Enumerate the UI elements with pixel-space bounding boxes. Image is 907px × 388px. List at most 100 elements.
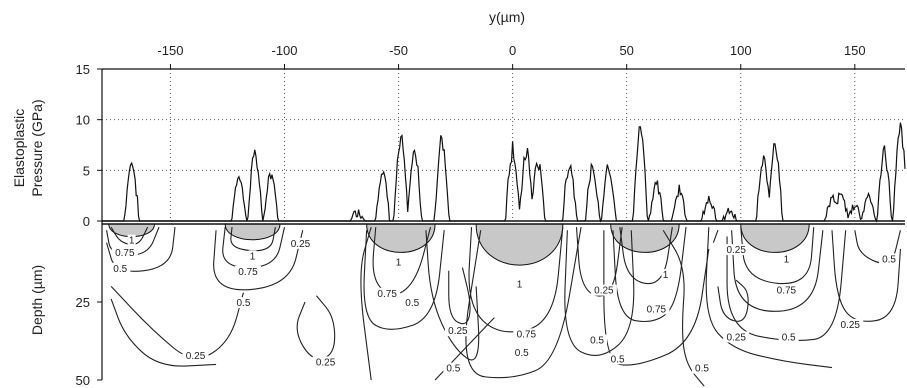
contour-line [712, 230, 719, 243]
plastic-zone [475, 223, 564, 266]
contour-label-bg [394, 256, 403, 268]
contour-label: 0.75 [238, 267, 258, 278]
contour-label-bg [182, 350, 209, 362]
x-tick-label: 0 [509, 43, 516, 58]
plastic-zone [366, 223, 436, 253]
contour-line [110, 286, 244, 359]
contour-label-bg [248, 250, 257, 262]
top-y-tick-label: 10 [76, 113, 90, 128]
contour-label: 0.5 [236, 298, 250, 309]
contour-label-bg [511, 347, 532, 359]
contour-label-bg [723, 244, 750, 256]
plastic-zone-layer [108, 223, 810, 266]
contour-label-bg [661, 269, 670, 281]
contour-label-bg [444, 325, 471, 337]
contour-label-bg [837, 318, 864, 330]
plastic-zone [610, 223, 680, 253]
contour-label-bg [515, 278, 524, 290]
contour-label: 0.25 [316, 357, 336, 368]
contour-line [222, 226, 286, 269]
contour-label-bg [287, 237, 314, 249]
contour-label: 1 [517, 279, 523, 290]
contour-label: 0.25 [291, 239, 311, 250]
contour-line [740, 227, 815, 285]
contour-label-bg [782, 253, 791, 265]
bottom-y-tick-label: 50 [76, 373, 90, 388]
contour-line [434, 317, 495, 381]
bottom-y-axis-label: Depth (µm) [29, 265, 45, 335]
contour-label-bg [778, 331, 799, 343]
plastic-zone [224, 223, 281, 241]
contour-line [717, 279, 749, 322]
contour-line [110, 298, 217, 367]
contour-label: 0.75 [517, 329, 537, 340]
top-y-tick-label: 5 [83, 163, 90, 178]
contour-line [110, 226, 149, 246]
contour-label: 1 [129, 236, 135, 247]
contour-line [564, 230, 635, 356]
contour-line [612, 227, 687, 323]
contour-label-layer: 1 0.75 0.5 0.25 1 0.75 0.5 0.25 0.25 1 0.75 0.5 0.25… [110, 234, 900, 375]
contour-label: 0.5 [405, 298, 419, 309]
contour-line [448, 267, 471, 325]
contour-label: 0.25 [448, 326, 468, 337]
contour-line [465, 227, 582, 379]
contour-line [662, 229, 705, 387]
contour-label: 0.75 [647, 304, 667, 315]
contour-line [831, 230, 901, 322]
contour-label: 0.75 [777, 286, 797, 297]
contour-label-bg [723, 331, 750, 343]
contour-label: 0.25 [726, 245, 746, 256]
contour-label: 0.5 [113, 264, 127, 275]
contour-label: 0.5 [590, 336, 604, 347]
x-axis-label: y(µm) [489, 9, 525, 25]
contour-label: 0.25 [726, 332, 746, 343]
contour-label: 1 [250, 251, 256, 262]
contour-label: 1 [663, 270, 669, 281]
contour-line [213, 230, 304, 291]
x-tick-label: 150 [844, 43, 866, 58]
contour-label-bg [590, 284, 617, 296]
contour-label-bg [111, 247, 138, 259]
contour-line [468, 227, 564, 333]
top-y-tick-label: 15 [76, 62, 90, 77]
contour-label-bg [443, 362, 464, 374]
contour-line [363, 230, 445, 330]
contour-label-bg [235, 265, 261, 277]
contour-label-bg [233, 297, 254, 309]
contour-label: 0.25 [186, 351, 206, 362]
contour-label-bg [374, 287, 401, 299]
top-y-axis-label-line1: Elastoplastic [11, 109, 27, 188]
contour-label-bg [879, 253, 900, 265]
pressure-series-line [102, 122, 906, 223]
contour-label-bg [110, 262, 131, 274]
contour-label: 0.25 [594, 286, 614, 297]
contour-label-bg [127, 234, 136, 246]
contour-label-bg [773, 284, 800, 296]
x-tick-label: -50 [389, 43, 408, 58]
contour-label: 0.5 [782, 332, 796, 343]
contour-label: 0.5 [446, 364, 460, 375]
contour-line [603, 230, 710, 366]
contour-label-bg [513, 328, 540, 340]
tick-layer: -150 -100 -50 0 50 100 150 0 5 10 15 25 50 [76, 43, 866, 388]
contour-label: 1 [784, 254, 790, 265]
contour-line [230, 227, 276, 252]
contour-label-bg [607, 353, 628, 365]
contour-label: 0.5 [882, 254, 896, 265]
contour-label: 0.5 [611, 354, 625, 365]
x-tick-label: -150 [157, 43, 183, 58]
bottom-y-tick-label: 25 [76, 295, 90, 310]
contour-line [296, 295, 336, 360]
contour-line [360, 226, 372, 381]
x-tick-label: 100 [730, 43, 752, 58]
contour-label-bg [643, 303, 670, 315]
plastic-zone [740, 223, 810, 253]
contour-label-bg [691, 362, 712, 374]
top-y-tick-label: 0 [83, 214, 90, 229]
x-tick-label: -100 [271, 43, 297, 58]
x-tick-label: 50 [619, 43, 633, 58]
contour-label-bg [312, 356, 339, 368]
contour-line [425, 230, 480, 361]
